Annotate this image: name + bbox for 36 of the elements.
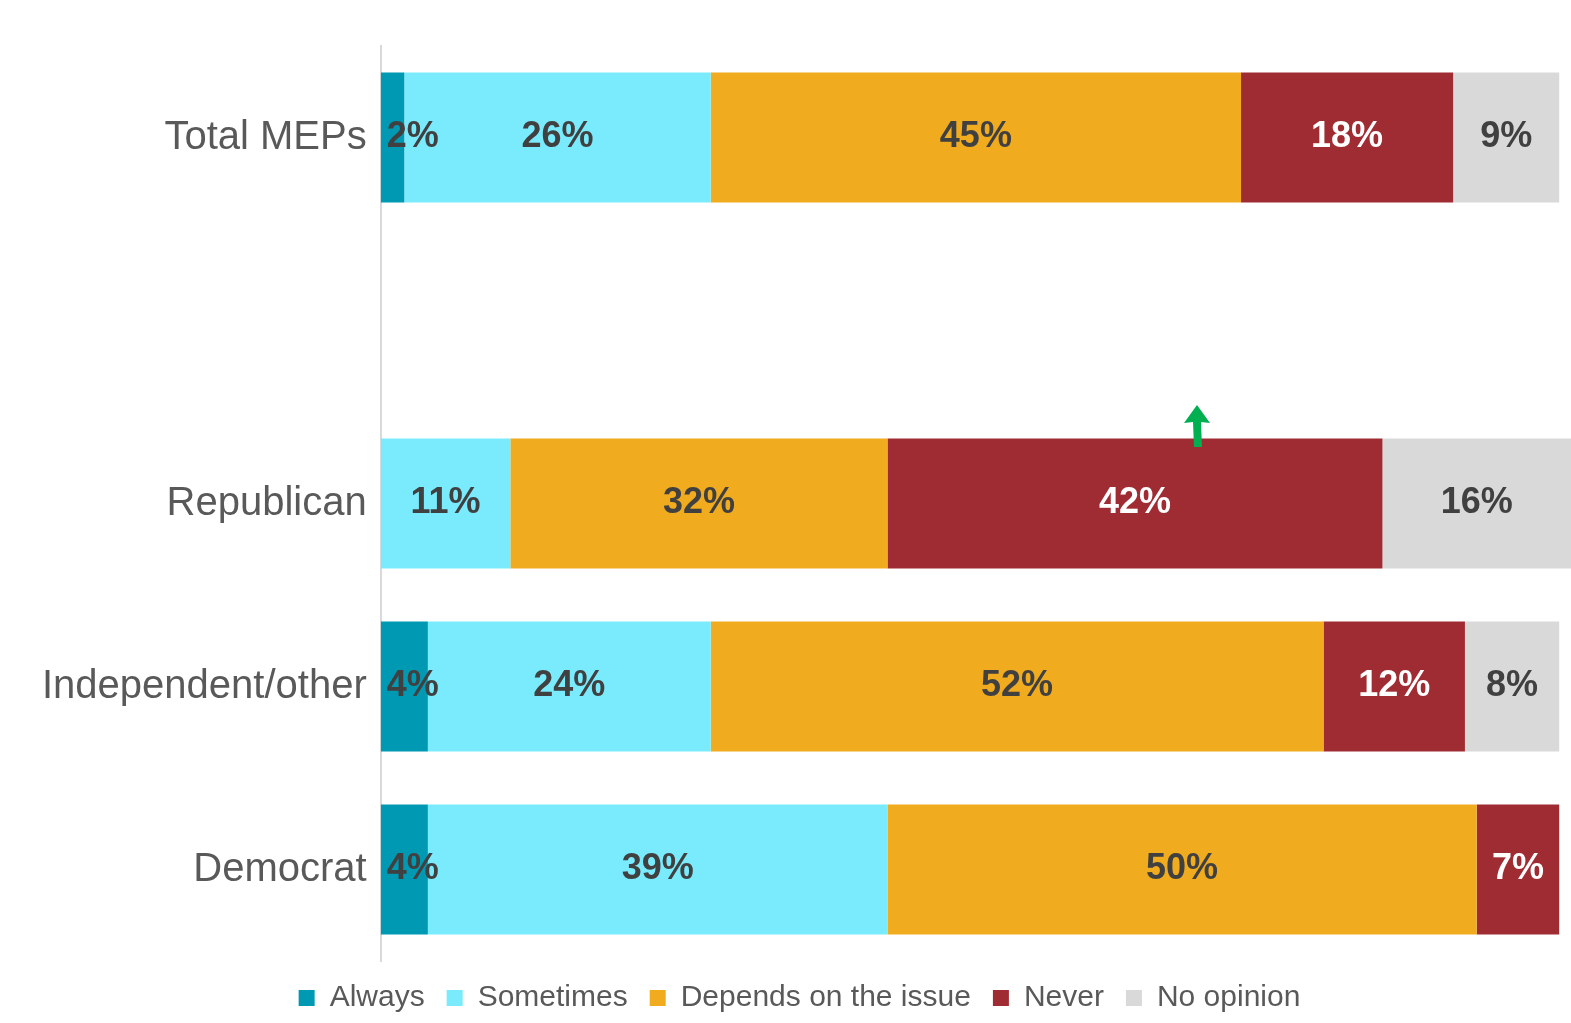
bar [1464,621,1560,752]
bar [1323,621,1465,752]
data-label: 12% [1358,663,1431,705]
data-label: 52% [981,663,1054,705]
legend-label: Always [329,979,425,1013]
data-label: 9% [1480,114,1533,156]
bar [1241,72,1454,203]
data-label: 8% [1486,663,1539,705]
data-label: 16% [1440,480,1513,522]
bar [1453,72,1560,203]
bar [1476,804,1560,935]
data-label: 18% [1311,114,1384,156]
bar [510,438,888,569]
bar [887,438,1383,569]
data-label: 7% [1491,846,1544,888]
legend-label: Sometimes [477,979,628,1013]
legend-label: No opinion [1156,979,1301,1013]
legend-label: Depends on the issue [680,979,971,1013]
data-label: 45% [939,114,1012,156]
bar [887,804,1477,935]
data-label: 32% [662,480,735,522]
data-label: 39% [621,846,694,888]
y-tick-label: Democrat [193,844,367,889]
legend-label: Never [1023,979,1104,1013]
y-tick-label: Republican [166,478,367,523]
data-label: 42% [1098,480,1171,522]
y-tick-label: Independent/other [41,661,367,706]
y-tick-label: Total MEPs [164,112,367,157]
bar [380,438,511,569]
bar [710,72,1242,203]
bar [710,621,1324,752]
data-label: 24% [533,663,606,705]
data-label: 11% [410,480,481,522]
data-label: 26% [521,114,594,156]
bar [1382,438,1571,569]
data-label: 50% [1146,846,1219,888]
